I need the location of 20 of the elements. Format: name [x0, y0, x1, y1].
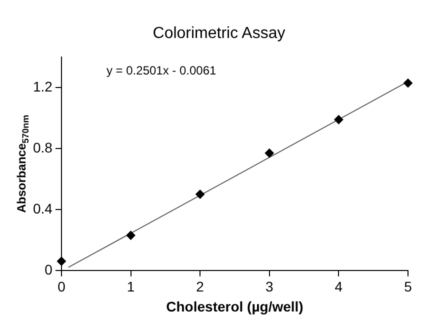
x-tick-label: 2: [196, 278, 204, 295]
x-tick-label: 0: [58, 278, 66, 295]
x-axis-title: Cholesterol (µg/well): [166, 298, 304, 314]
y-tick-label: 0: [44, 261, 53, 278]
point: [334, 115, 344, 124]
point: [404, 78, 412, 88]
x-tick-label: 1: [126, 278, 135, 295]
point: [196, 190, 205, 199]
point: [264, 148, 274, 158]
chart-title: Colorimetric Assay: [152, 25, 286, 42]
point: [126, 230, 136, 240]
annotation: y = 0.2501x - 0.0061: [106, 64, 217, 78]
y-tick-label: 0.8: [32, 139, 53, 156]
point: [56, 256, 66, 266]
y-tick-label: 1.2: [32, 78, 53, 95]
y-tick-label: 0.4: [32, 200, 53, 216]
x-tick-label: 4: [334, 278, 343, 295]
x-tick-label: 3: [265, 278, 274, 295]
y-axis-title: Absorbance570nm: [14, 114, 30, 213]
x-tick-label: 5: [404, 278, 412, 295]
